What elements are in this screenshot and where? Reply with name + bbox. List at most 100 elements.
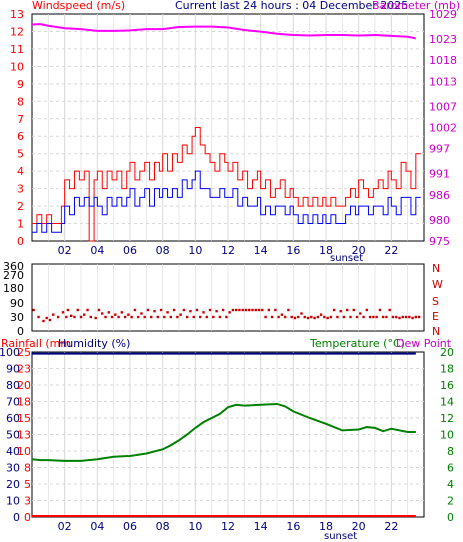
direction-point (234, 308, 238, 312)
direction-point (159, 308, 163, 312)
humidity-tick: 10 (6, 495, 20, 508)
windspeed-tick: 8 (17, 95, 24, 108)
direction-point (316, 315, 320, 319)
direction-point (300, 312, 303, 315)
temperature-tick-labels: 0 2 4 6 8 10 12 14 16 18 20 (440, 346, 454, 524)
humidity-tick: 30 (6, 462, 20, 475)
rainfall-tick: 0 (24, 511, 31, 524)
rainfall-tick: 5 (24, 478, 31, 491)
direction-point (310, 315, 313, 319)
windspeed-axis-label: Windspeed (m/s) (32, 0, 125, 12)
direction-point (156, 315, 159, 319)
panel1-x-tick: 14 (254, 244, 268, 257)
wind-direction-points (32, 308, 421, 323)
direction-point (89, 315, 92, 319)
direction-point (114, 313, 117, 316)
direction-point (306, 316, 310, 320)
gust-line (32, 127, 421, 242)
direction-point (297, 315, 300, 319)
barometer-tick: 975 (429, 235, 450, 248)
rainfall-tick: 20 (17, 379, 31, 392)
direction-point (270, 315, 274, 319)
direction-point (411, 316, 414, 320)
direction-point (231, 308, 235, 312)
direction-point (218, 315, 222, 319)
direction-compass-tick: S (432, 295, 439, 308)
direction-point (94, 316, 97, 320)
panel3-grid (32, 352, 424, 517)
rainfall-tick-labels: 0 3 5 8 10 13 15 18 20 23 25 (17, 346, 31, 524)
direction-point (391, 315, 395, 319)
temperature-axis-label: Temperature (°C) (309, 337, 405, 350)
barometer-tick-labels: 975 980 986 991 997 1002 1007 1013 1018 1023 1029 (429, 8, 457, 248)
direction-point (97, 308, 101, 312)
windspeed-tick: 12 (10, 25, 24, 38)
direction-point (146, 308, 150, 312)
temperature-tick: 14 (440, 396, 454, 409)
direction-point (182, 308, 186, 312)
temperature-tick: 16 (440, 379, 454, 392)
rainfall-tick: 18 (17, 396, 31, 409)
direction-point (303, 315, 306, 319)
windspeed-tick: 11 (10, 43, 24, 56)
direction-point (202, 311, 205, 314)
direction-point (277, 315, 280, 319)
direction-point (127, 313, 130, 316)
direction-point (52, 313, 55, 316)
panel2-grid (48, 264, 408, 331)
direction-point (153, 309, 156, 313)
direction-point (45, 316, 48, 320)
direction-point (326, 316, 329, 320)
direction-point (70, 314, 73, 318)
direction-point (355, 315, 359, 319)
direction-degree-tick: 360 (3, 260, 24, 273)
direction-point (359, 312, 362, 315)
direction-point (332, 308, 336, 312)
direction-point (417, 315, 421, 319)
direction-point (323, 315, 326, 319)
barometer-tick: 1018 (429, 54, 457, 67)
direction-point (83, 313, 86, 316)
panel3-x-tick: 10 (188, 520, 202, 533)
barometer-tick: 991 (429, 168, 450, 181)
barometer-tick: 1029 (429, 8, 457, 21)
direction-point (264, 315, 267, 319)
windspeed-tick: 3 (17, 183, 24, 196)
barometer-series (31, 23, 417, 40)
direction-point (362, 315, 365, 319)
direction-point (140, 312, 143, 315)
direction-point (346, 308, 349, 312)
direction-point (143, 315, 146, 319)
direction-point (368, 315, 372, 319)
panel1-x-tick-labels: 02 04 06 08 10 12 14 16 18 20 22 (58, 244, 399, 257)
direction-point (192, 315, 195, 319)
barometer-tick: 986 (429, 189, 450, 202)
direction-point (385, 315, 388, 319)
direction-point (238, 308, 241, 312)
humidity-tick: 50 (6, 429, 20, 442)
direction-point (32, 308, 35, 312)
panel3-x-tick: 14 (254, 520, 268, 533)
direction-point (290, 315, 293, 319)
direction-point (381, 315, 385, 319)
humidity-tick: 0 (13, 511, 20, 524)
panel3-x-tick: 20 (352, 520, 366, 533)
direction-point (65, 315, 68, 319)
direction-point (42, 319, 45, 323)
direction-point (251, 308, 254, 312)
direction-point (169, 315, 173, 319)
direction-point (199, 315, 202, 319)
windspeed-tick: 6 (17, 130, 24, 143)
direction-compass-tick: N (432, 262, 440, 275)
direction-point (339, 309, 342, 313)
direction-point (293, 316, 297, 320)
temperature-tick: 8 (447, 445, 454, 458)
direction-point (79, 315, 83, 319)
direction-point (117, 315, 120, 319)
direction-point (274, 308, 277, 312)
barometer-axis-label: Barometer (mb) (372, 0, 460, 12)
direction-compass-tick: E (432, 310, 439, 323)
